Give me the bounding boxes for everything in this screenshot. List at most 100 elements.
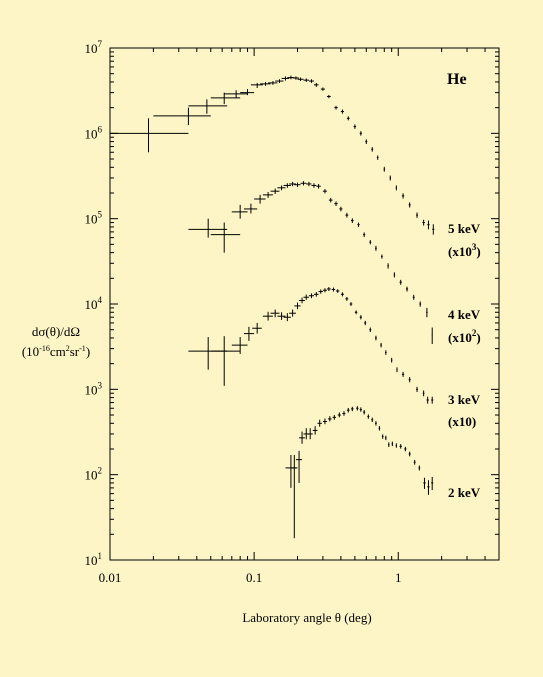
data-point xyxy=(350,218,354,223)
data-point xyxy=(332,415,337,420)
data-point xyxy=(357,222,360,227)
data-point xyxy=(188,337,228,370)
data-point xyxy=(405,286,409,292)
data-point xyxy=(419,301,422,307)
data-point xyxy=(381,254,383,259)
data-point xyxy=(396,367,398,373)
data-point xyxy=(416,212,418,218)
data-point xyxy=(243,326,255,341)
data-point xyxy=(390,357,393,363)
data-point xyxy=(375,245,377,251)
axis-ticks xyxy=(109,47,500,561)
y-tick-label: 107 xyxy=(85,39,103,56)
data-point xyxy=(340,292,344,297)
data-point xyxy=(408,451,411,457)
panel-label: He xyxy=(447,71,467,88)
y-tick-label: 101 xyxy=(85,551,103,568)
x-axis-label: Laboratory angle θ (deg) xyxy=(242,610,371,625)
data-point xyxy=(391,441,394,447)
data-point xyxy=(350,406,354,412)
data-point xyxy=(367,414,370,419)
data-point xyxy=(277,312,286,320)
data-point xyxy=(308,293,314,299)
data-point xyxy=(371,147,374,152)
data-point xyxy=(290,455,298,539)
data-point xyxy=(383,166,386,172)
data-point xyxy=(303,294,309,300)
data-point xyxy=(210,92,241,105)
data-point xyxy=(210,336,241,386)
data-point xyxy=(399,279,402,285)
data-point xyxy=(387,263,389,269)
data-point xyxy=(426,307,428,318)
y-tick-label: 106 xyxy=(85,124,103,141)
y-axis-label-line1: dσ(θ)/dΩ xyxy=(32,324,80,339)
data-point xyxy=(313,292,319,297)
data-point xyxy=(340,109,344,114)
data-point xyxy=(320,87,325,91)
data-point xyxy=(427,480,430,495)
data-point xyxy=(431,396,434,404)
data-point xyxy=(231,204,248,219)
data-point xyxy=(336,289,340,293)
data-point xyxy=(431,327,433,344)
data-point xyxy=(240,89,255,96)
data-point xyxy=(294,302,301,310)
data-point xyxy=(337,412,341,418)
data-point xyxy=(252,322,262,334)
data-point xyxy=(275,79,284,83)
data-point xyxy=(328,197,333,203)
data-point xyxy=(110,118,189,153)
y-axis-label-line2: (10-16cm2sr-1) xyxy=(22,344,90,359)
data-point xyxy=(322,189,327,194)
data-point xyxy=(346,116,350,121)
data-point xyxy=(313,82,319,87)
data-point xyxy=(289,181,296,187)
data-point xyxy=(312,426,318,435)
data-point xyxy=(356,406,359,411)
data-point xyxy=(153,107,211,126)
data-point xyxy=(376,155,379,160)
data-point xyxy=(408,202,411,208)
data-point xyxy=(363,410,366,415)
data-point xyxy=(295,450,303,483)
data-point xyxy=(250,82,263,88)
y-tick-label: 105 xyxy=(85,210,103,227)
data-point xyxy=(359,131,362,136)
series-label-4kev: 4 keV xyxy=(448,307,481,322)
data-point xyxy=(413,459,416,465)
data-point xyxy=(300,181,307,186)
data-point xyxy=(318,289,323,294)
data-point xyxy=(359,315,362,320)
data-point xyxy=(404,446,407,452)
data-point xyxy=(224,90,248,98)
data-point xyxy=(317,419,322,427)
data-point xyxy=(339,206,343,212)
data-point xyxy=(369,240,372,245)
data-point xyxy=(297,77,304,82)
data-point xyxy=(326,94,331,99)
data-point xyxy=(422,390,425,397)
data-point xyxy=(378,426,381,431)
data-point xyxy=(353,124,357,129)
data-point xyxy=(395,443,397,448)
data-point xyxy=(418,465,421,471)
y-tick-label: 102 xyxy=(85,466,103,483)
axis-tick-labels: 0.01 0.1 1 101 102 103 104 105 106 107 xyxy=(85,39,402,585)
data-point xyxy=(294,182,301,188)
data-series xyxy=(110,75,435,539)
data-point xyxy=(326,287,331,292)
data-point xyxy=(395,185,397,191)
data-point xyxy=(299,431,305,444)
data-point xyxy=(416,386,418,393)
data-point xyxy=(262,192,273,198)
data-point xyxy=(385,350,387,355)
series-label-3kev: 3 keV xyxy=(448,392,481,407)
data-point xyxy=(422,219,425,226)
data-point xyxy=(306,181,312,187)
series-0 xyxy=(110,75,435,235)
data-point xyxy=(262,311,273,321)
series-scale-4kev: (x102) xyxy=(448,328,481,345)
data-point xyxy=(334,201,338,206)
